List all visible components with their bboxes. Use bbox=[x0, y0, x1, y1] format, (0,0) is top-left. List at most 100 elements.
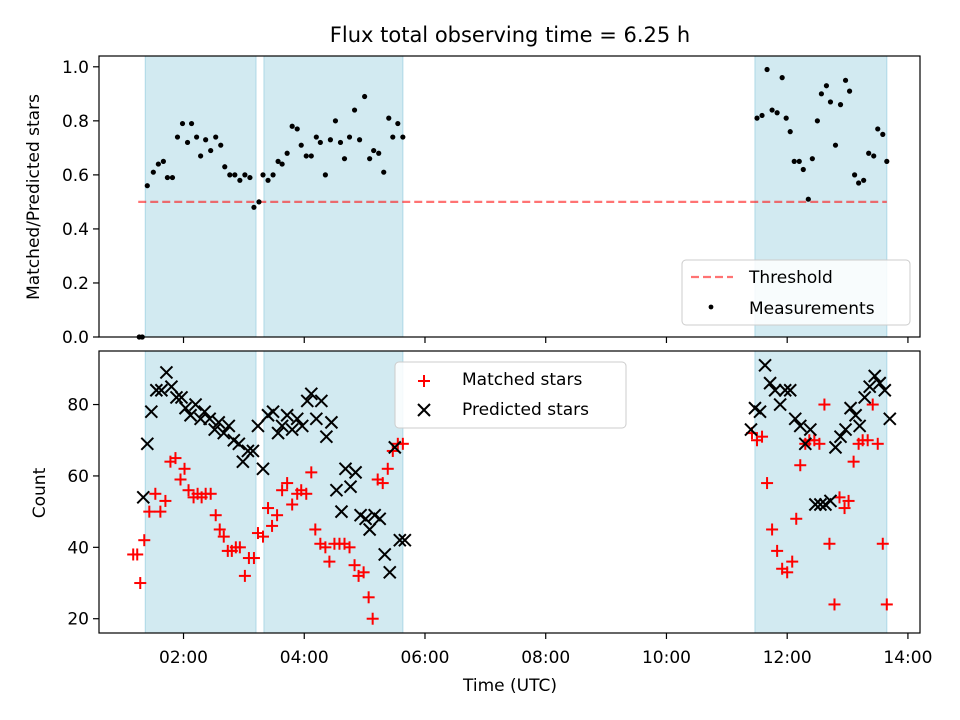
measurement-point bbox=[164, 174, 171, 181]
predicted-star-point bbox=[329, 483, 344, 497]
matched-star-point bbox=[300, 487, 313, 500]
matched-star-point bbox=[357, 566, 370, 579]
measurement-point bbox=[260, 172, 266, 178]
predicted-star-point bbox=[873, 376, 887, 390]
matched-star-point bbox=[276, 484, 289, 497]
matched-star-point bbox=[766, 523, 779, 536]
predicted-star-point bbox=[388, 440, 402, 455]
measurement-point bbox=[232, 172, 238, 178]
measurement-point bbox=[866, 150, 872, 156]
predicted-star-point bbox=[373, 512, 387, 526]
matched-star-point bbox=[134, 577, 147, 590]
bottom-plot-area bbox=[127, 358, 897, 625]
measurement-point bbox=[242, 172, 248, 178]
y-tick-label: 0.8 bbox=[62, 112, 89, 132]
matched-star-point bbox=[823, 537, 836, 550]
predicted-star-point bbox=[868, 369, 882, 383]
legend-measurement-label: Measurements bbox=[749, 299, 875, 319]
predicted-star-point bbox=[343, 479, 358, 494]
measurement-point bbox=[341, 156, 348, 162]
predicted-star-point bbox=[174, 390, 189, 405]
measurement-point bbox=[861, 177, 867, 183]
matched-star-point bbox=[309, 523, 322, 536]
predicted-star-point bbox=[236, 454, 250, 469]
matched-star-point bbox=[217, 530, 230, 543]
predicted-star-point bbox=[878, 383, 892, 397]
measurement-point bbox=[184, 139, 191, 146]
measurement-point bbox=[381, 169, 387, 175]
observation-band bbox=[144, 350, 257, 634]
predicted-star-point bbox=[197, 404, 212, 419]
measurement-point bbox=[337, 139, 344, 146]
measurement-point bbox=[203, 137, 209, 143]
measurement-point bbox=[313, 134, 319, 140]
predicted-star-point bbox=[803, 422, 818, 437]
observation-band bbox=[144, 55, 257, 338]
predicted-star-point bbox=[778, 383, 792, 397]
y-tick-label: 80 bbox=[67, 396, 89, 416]
measurement-point bbox=[875, 126, 881, 132]
bottom-axes-frame bbox=[98, 350, 921, 634]
observation-band bbox=[754, 350, 888, 634]
matched-star-point bbox=[238, 569, 251, 582]
measurement-point bbox=[213, 134, 219, 140]
top-y-axis-label: Matched/Predicted stars bbox=[24, 94, 44, 300]
matched-star-point bbox=[233, 541, 246, 554]
predicted-star-point bbox=[304, 387, 318, 401]
predicted-star-point bbox=[843, 401, 858, 415]
matched-star-point bbox=[209, 509, 222, 522]
top-axes-frame bbox=[98, 55, 921, 338]
predicted-star-point bbox=[290, 412, 304, 426]
y-tick-label: 40 bbox=[67, 538, 89, 558]
measurement-point bbox=[174, 134, 181, 140]
measurement-point bbox=[294, 126, 300, 132]
measurement-point bbox=[814, 118, 820, 124]
matched-star-point bbox=[281, 477, 294, 490]
x-tick-label: 14:00 bbox=[883, 648, 932, 668]
predicted-star-point bbox=[753, 404, 767, 419]
predicted-star-point bbox=[314, 394, 329, 408]
measurement-point bbox=[362, 93, 368, 100]
measurement-point bbox=[351, 107, 358, 113]
measurement-point bbox=[823, 83, 830, 89]
matched-star-point bbox=[833, 491, 846, 504]
predicted-star-point bbox=[140, 437, 155, 451]
measurement-point bbox=[346, 134, 353, 140]
measurement-point bbox=[275, 158, 281, 164]
measurement-point bbox=[298, 142, 304, 148]
measurement-point bbox=[764, 66, 770, 73]
legend-matched-label: Matched stars bbox=[462, 370, 582, 390]
measurement-point bbox=[322, 172, 328, 178]
matched-star-point bbox=[159, 494, 172, 507]
matched-star-point bbox=[818, 398, 831, 411]
observation-band bbox=[263, 55, 404, 338]
predicted-star-point bbox=[744, 422, 758, 437]
predicted-star-point bbox=[362, 522, 377, 537]
bottom-panel: 20 40 60 80 02:00 04:00 06:00 08:00 10:00 12:00 14… bbox=[30, 350, 932, 696]
y-tick-label: 0.6 bbox=[62, 166, 89, 186]
measurement-point bbox=[188, 120, 195, 127]
matched-star-point bbox=[880, 598, 893, 611]
matched-star-point bbox=[828, 598, 841, 611]
predicted-star-point bbox=[793, 419, 807, 433]
predicted-star-point bbox=[212, 415, 226, 430]
matched-star-point bbox=[323, 555, 336, 568]
predicted-star-point bbox=[758, 358, 772, 372]
predicted-star-point bbox=[348, 465, 363, 480]
legend-predicted-label: Predicted stars bbox=[462, 400, 589, 420]
measurement-point bbox=[155, 161, 161, 167]
measurement-point bbox=[395, 120, 401, 127]
predicted-star-point bbox=[358, 512, 373, 526]
x-tick-label: 02:00 bbox=[159, 648, 208, 668]
measurement-point bbox=[208, 147, 214, 154]
matched-star-point bbox=[756, 430, 769, 443]
matched-star-point bbox=[876, 537, 889, 550]
top-plot-area bbox=[136, 66, 890, 340]
x-tick-label: 10:00 bbox=[642, 648, 691, 668]
predicted-star-point bbox=[768, 383, 782, 397]
legend-measurement-swatch bbox=[708, 304, 714, 310]
predicted-star-point bbox=[266, 404, 280, 419]
matched-star-point bbox=[266, 519, 279, 532]
matched-star-point bbox=[838, 502, 851, 515]
measurement-point bbox=[237, 177, 243, 183]
